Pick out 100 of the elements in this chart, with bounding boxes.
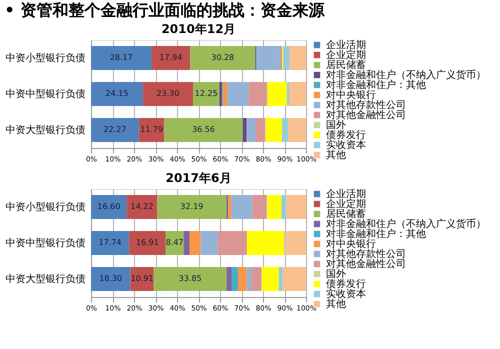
legend-label: 债券发行 — [326, 278, 366, 290]
bar — [152, 46, 190, 70]
bar — [154, 267, 227, 291]
bar — [256, 118, 266, 142]
legend-label: 对其他金融性公司 — [326, 109, 406, 121]
bar — [91, 46, 152, 70]
y-tick-label: 中资大型银行负债 — [6, 124, 86, 136]
data-label: 11.79 — [140, 125, 164, 134]
bar — [190, 231, 201, 255]
legend-label: 对非金融和住户：其他 — [326, 79, 426, 91]
bar — [227, 82, 249, 106]
bar — [262, 267, 279, 291]
bar — [248, 82, 267, 106]
bar — [267, 195, 282, 219]
legend-label: 企业定期 — [326, 49, 366, 61]
chart-subtitle: 2017年6月 — [166, 171, 232, 185]
y-tick-label: 中资小型银行负债 — [6, 201, 86, 213]
text: 对非金融和住户：其他 — [326, 228, 426, 240]
bar — [219, 82, 222, 106]
bar — [252, 267, 262, 291]
data-label: 18.30 — [99, 274, 122, 283]
chart-title: • 资管和整个金融行业面临的挑战：资金来源 — [4, 0, 326, 20]
bar — [91, 231, 130, 255]
data-label: 24.15 — [106, 89, 128, 98]
data-label: 23.30 — [156, 89, 180, 98]
bar — [246, 118, 256, 142]
legend-label: 居民储蓄 — [326, 59, 366, 71]
legend-label: 债券发行 — [326, 129, 366, 141]
bar — [231, 195, 252, 219]
text: 居民储蓄 — [326, 208, 366, 220]
bar — [289, 82, 306, 106]
bar — [290, 46, 306, 70]
y-tick-label: 中资中型银行负债 — [6, 237, 86, 249]
text: 对其他金融性公司 — [326, 258, 406, 270]
data-label: 28.17 — [110, 53, 133, 62]
chart-subtitle: 2010年12月 — [161, 22, 236, 36]
data-label: 22.27 — [103, 125, 126, 134]
bar — [238, 267, 247, 291]
data-label: 14.22 — [130, 202, 154, 211]
data-label: 33.85 — [178, 274, 202, 283]
text: 企业定期 — [326, 198, 366, 210]
y-tick-label: 中资大型银行负债 — [6, 273, 86, 285]
legend-label: 对其他存款性公司 — [326, 99, 406, 111]
bar — [282, 195, 286, 219]
legend-label: 对中央银行 — [326, 89, 376, 101]
legend-label: 对非金融和住户（不纳入广义货币） — [326, 69, 486, 81]
bar — [278, 267, 283, 291]
legend-label: 国外 — [326, 269, 346, 280]
bar — [288, 118, 306, 142]
bar — [282, 267, 306, 291]
data-label: 17.74 — [98, 238, 122, 247]
bar — [142, 82, 194, 106]
text: 企业活期 — [326, 188, 366, 200]
bar — [193, 82, 220, 106]
bar — [246, 231, 284, 255]
bar — [164, 118, 243, 142]
legend-label: 企业活期 — [326, 39, 366, 51]
bar — [286, 82, 290, 106]
data-label: 16.60 — [97, 202, 120, 211]
legend-label: 实收资本 — [326, 139, 366, 151]
bar — [286, 195, 306, 219]
legend-label: 对非金融和住户（不纳入广义货币） — [326, 218, 486, 230]
data-label: 30.28 — [211, 53, 234, 62]
bar — [91, 118, 139, 142]
bar — [184, 231, 190, 255]
bar — [129, 231, 166, 255]
text: 对中央银行 — [326, 238, 376, 250]
data-label: 12.25 — [194, 89, 218, 98]
bar — [246, 267, 252, 291]
bar — [252, 195, 267, 219]
bar — [283, 46, 290, 70]
bar — [91, 267, 130, 291]
bar — [280, 46, 282, 70]
data-label: 32.19 — [180, 202, 204, 211]
bar — [226, 267, 232, 291]
legend-label: 国外 — [326, 120, 346, 131]
bar — [91, 195, 127, 219]
data-label: 17.94 — [159, 53, 182, 62]
data-label: 10.91 — [130, 274, 154, 283]
bar — [242, 118, 247, 142]
bar — [268, 82, 287, 106]
bar — [218, 231, 247, 255]
bar — [282, 118, 288, 142]
bar — [266, 118, 282, 142]
bar — [190, 46, 256, 70]
bar — [91, 82, 143, 106]
bar — [157, 195, 226, 219]
bar — [138, 118, 164, 142]
y-tick-label: 中资中型银行负债 — [6, 88, 86, 100]
bar — [126, 195, 158, 219]
bar — [232, 267, 238, 291]
legend-label: 实收资本 — [326, 288, 366, 300]
data-label: 16.91 — [136, 238, 159, 247]
bar — [200, 231, 218, 255]
legend-label: 其他 — [326, 149, 346, 161]
bar — [256, 46, 280, 70]
bar — [284, 231, 306, 255]
y-tick-label: 中资小型银行负债 — [6, 52, 86, 64]
data-label: 36.56 — [192, 125, 215, 134]
bar — [222, 82, 228, 106]
